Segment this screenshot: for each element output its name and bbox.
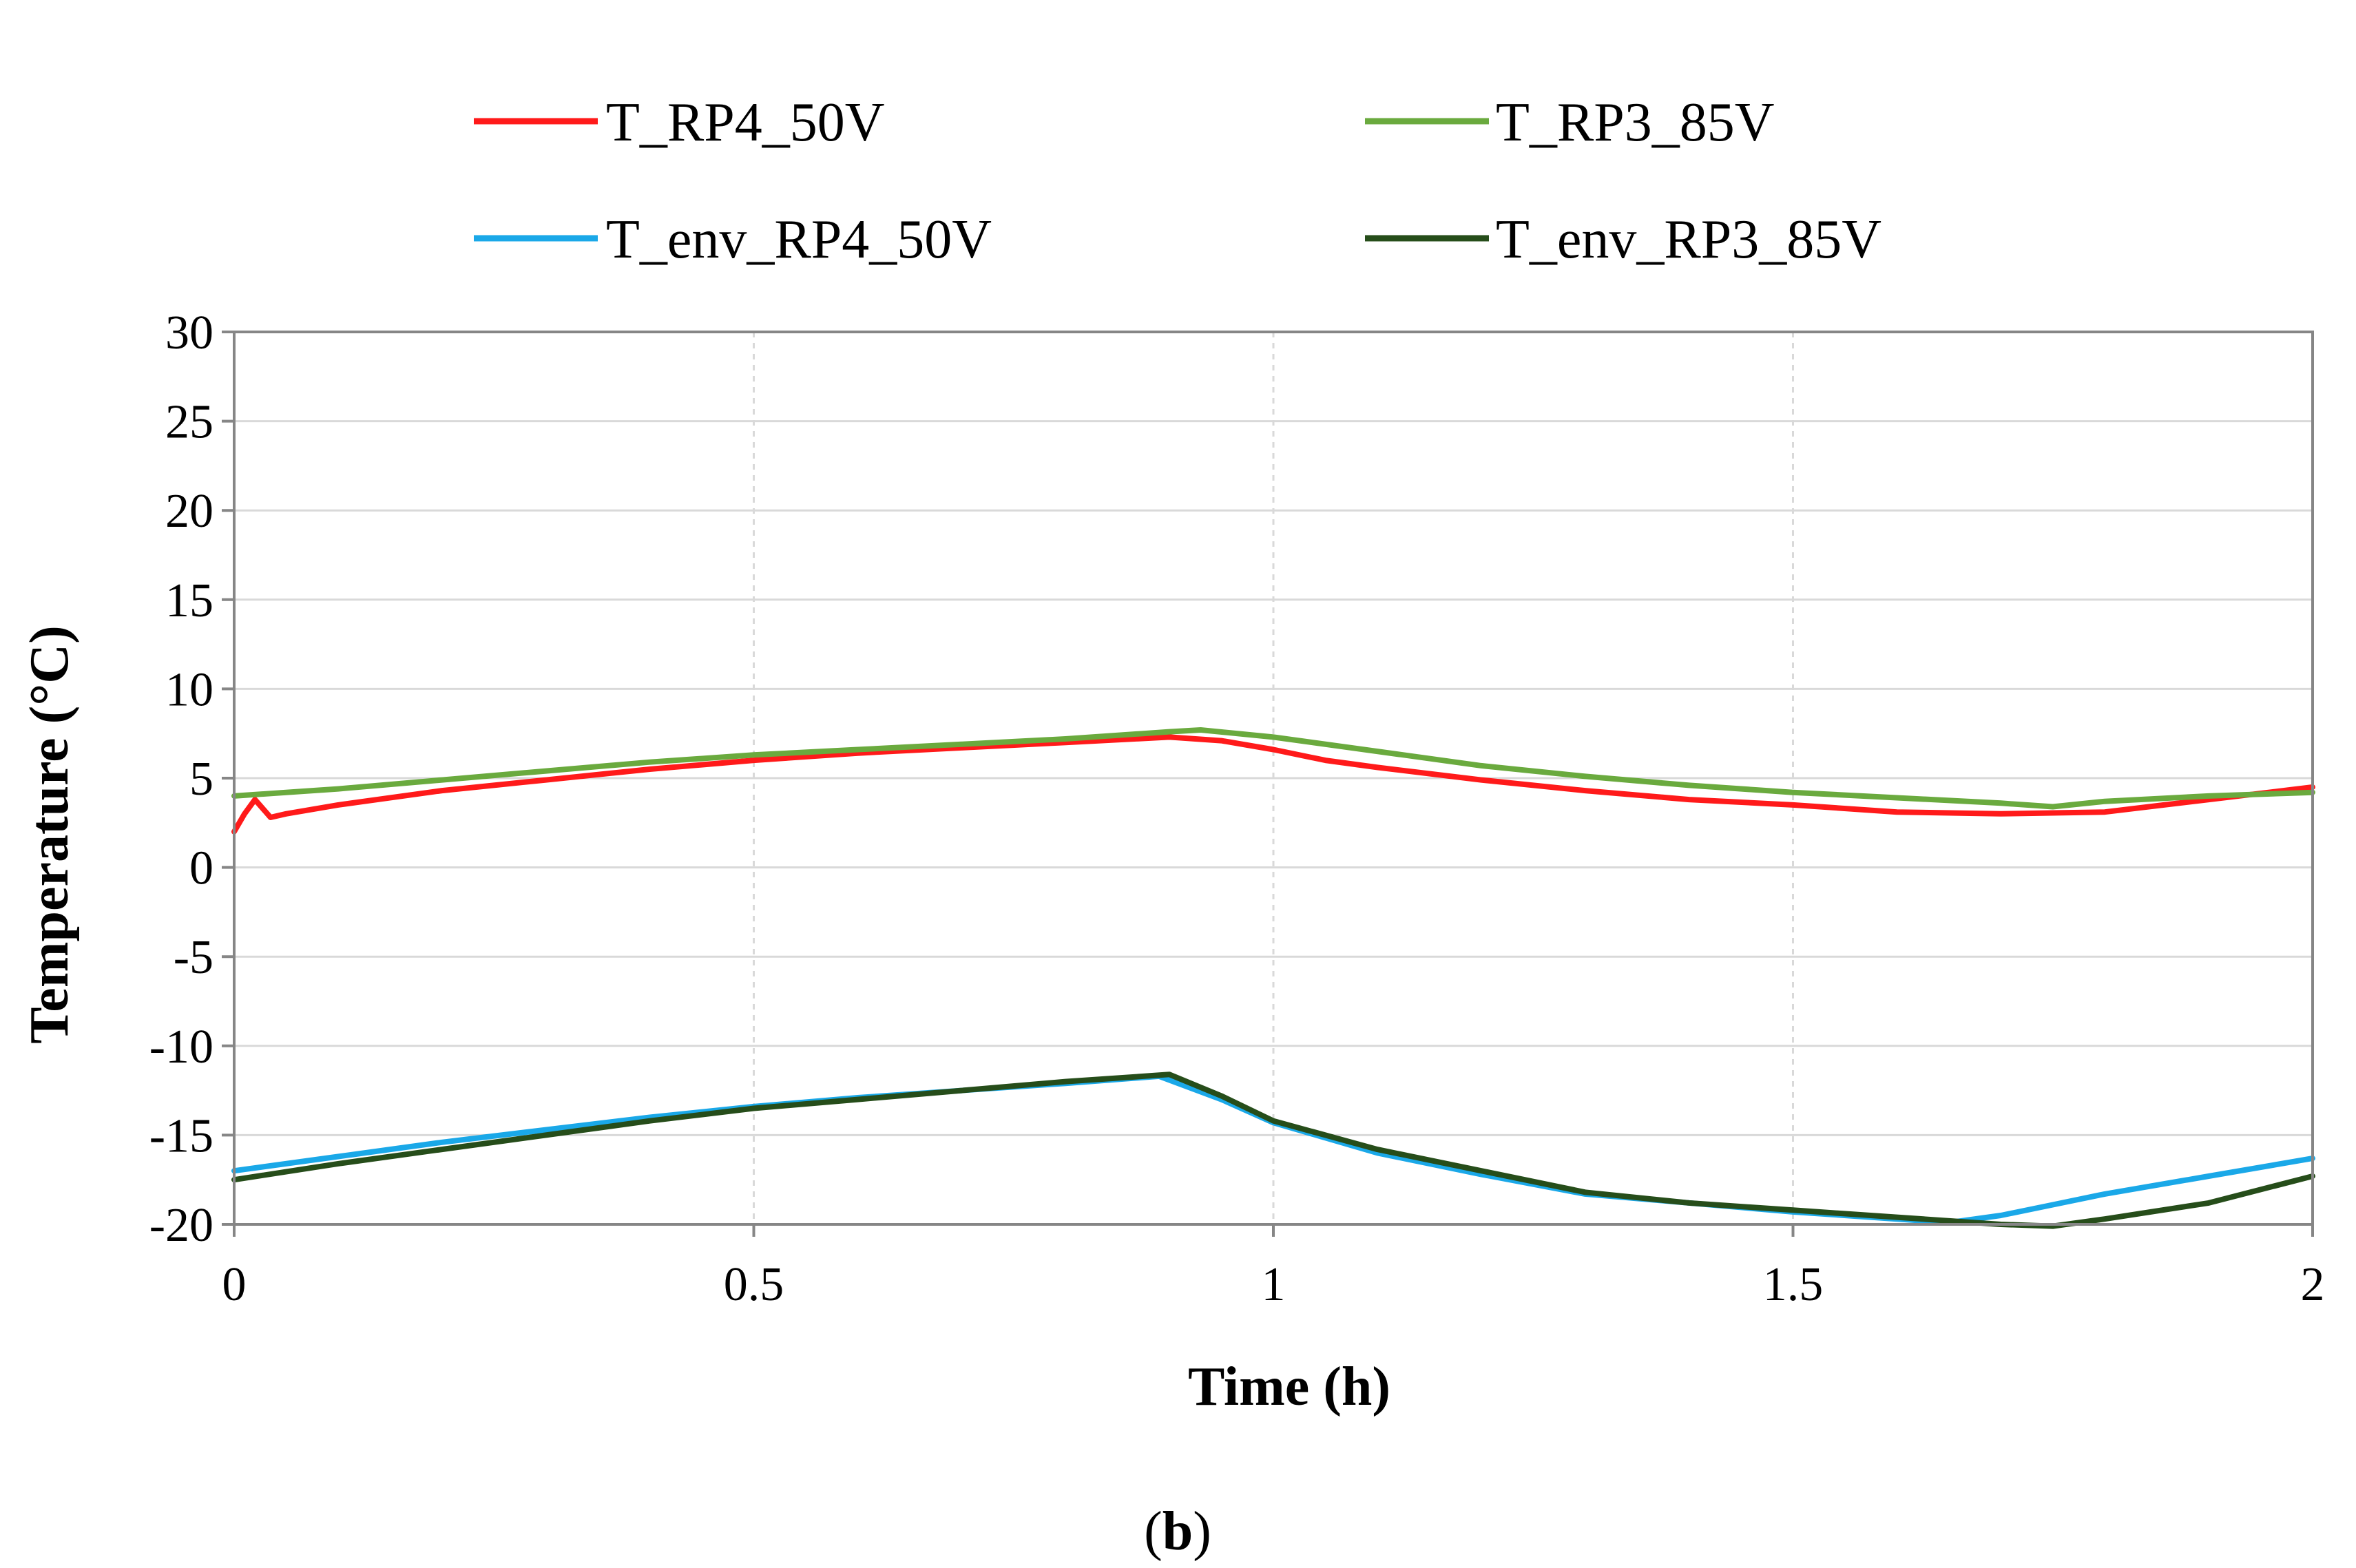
y-tick-label: -15: [149, 1109, 213, 1162]
legend: T_RP4_50V T_RP3_85V T_env_RP4_50V T_env_…: [474, 92, 1881, 270]
caption-open-paren: (: [1144, 1501, 1163, 1562]
legend-item-t-env-rp4-50v: T_env_RP4_50V: [474, 209, 992, 270]
legend-item-t-rp3-85v: T_RP3_85V: [1365, 92, 1775, 153]
x-tick-label: 0.5: [724, 1258, 784, 1311]
y-tick-label: 5: [189, 753, 213, 806]
legend-label-t-env-rp4-50v: T_env_RP4_50V: [606, 209, 992, 270]
legend-label-t-env-rp3-85v: T_env_RP3_85V: [1496, 209, 1881, 270]
y-tick-label: 20: [165, 485, 213, 538]
series-line-t-rp3-85v: [231, 727, 2315, 810]
y-tick-label: 30: [165, 306, 213, 359]
figure-caption: (b): [1144, 1501, 1211, 1562]
y-tick-label: -5: [174, 931, 213, 984]
legend-item-t-env-rp3-85v: T_env_RP3_85V: [1365, 209, 1881, 270]
x-tick-label: 1: [1262, 1258, 1286, 1311]
y-tick-label: 0: [189, 842, 213, 895]
caption-close-paren: ): [1193, 1501, 1211, 1562]
legend-label-t-rp3-85v: T_RP3_85V: [1496, 92, 1775, 153]
x-tick-label: 2: [2301, 1258, 2325, 1311]
x-tick-label: 0: [222, 1258, 247, 1311]
x-tick-label: 1.5: [1763, 1258, 1824, 1311]
series-line-t-rp4-50v: [231, 734, 2315, 835]
y-axis-title: Temperature (°C): [19, 625, 80, 1043]
y-tick-label: 15: [165, 574, 213, 627]
x-axis-title: Time (h): [1188, 1357, 1390, 1417]
caption-letter: b: [1163, 1501, 1193, 1562]
grid-lines: [233, 331, 2314, 1226]
legend-item-t-rp4-50v: T_RP4_50V: [474, 92, 885, 153]
y-tick-label: -10: [149, 1021, 213, 1074]
y-tick-label: -20: [149, 1199, 213, 1252]
y-tick-label: 10: [165, 663, 213, 716]
legend-label-t-rp4-50v: T_RP4_50V: [606, 92, 885, 153]
y-tick-label: 25: [165, 396, 213, 449]
